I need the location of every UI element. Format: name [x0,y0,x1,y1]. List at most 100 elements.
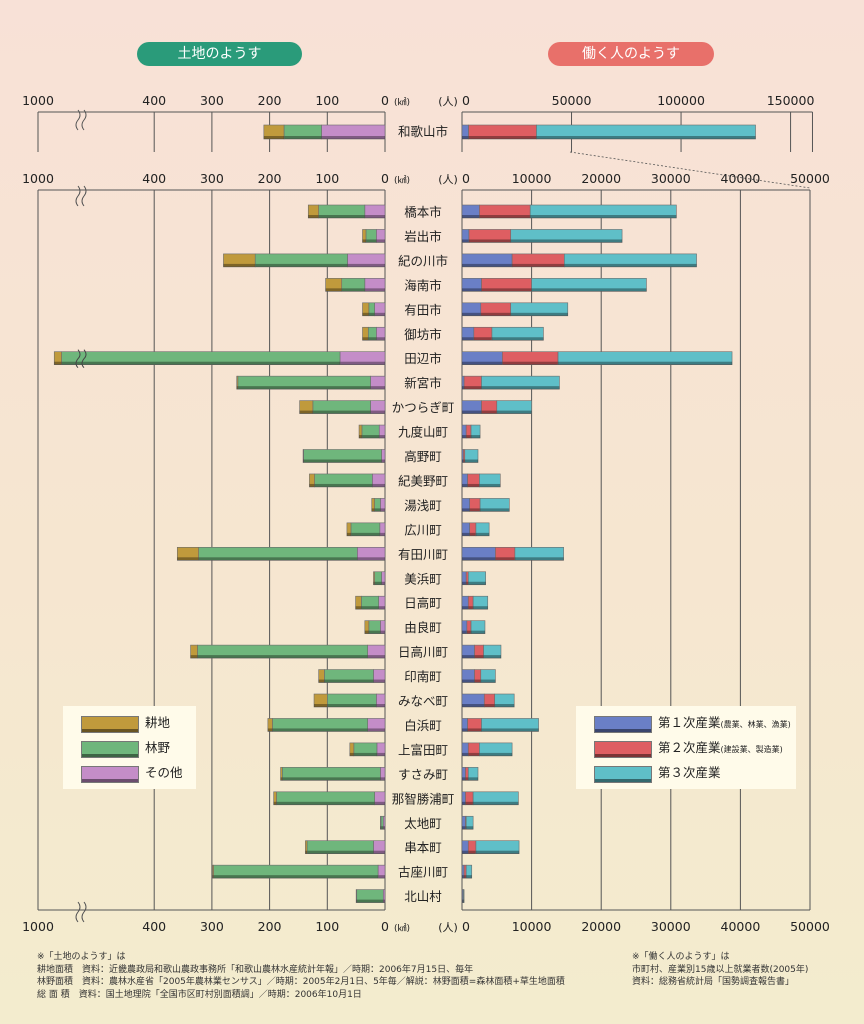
worker-bar-shadow [462,508,470,512]
worker-bar-segment [470,424,481,439]
tick-label: 300 [200,171,224,186]
legend-swatch-forest [81,741,139,758]
tick-label: 100 [315,93,339,108]
worker-bar-shadow [462,655,475,659]
worker-bar-segment [529,204,677,219]
worker-bar-shadow [462,850,469,854]
note-line: ※「働く人のようす」は [632,952,730,962]
worker-bar-shadow [475,850,520,854]
worker-bar-shadow [479,483,501,487]
category-label: 高野町 [404,449,442,464]
worker-bar-shadow [462,459,464,463]
category-label: 田辺市 [404,351,442,366]
land-bar-shadow [376,337,385,341]
worker-bar-segment [481,718,539,732]
category-label: 湯浅町 [404,498,442,513]
tick-label: 100000 [657,93,705,108]
land-bar-shadow [364,215,385,218]
land-bar-shadow [361,435,380,439]
land-bar-shadow [61,361,340,365]
worker-bar-shadow [462,581,467,585]
worker-bar-segment [470,620,486,634]
worker-bar-shadow [462,361,503,365]
land-bar-segment [302,449,304,463]
land-bar-shadow [362,312,369,316]
tick-label: 1000 [22,919,54,934]
tick-label: 50000 [790,171,830,186]
worker-bar-shadow [564,263,697,267]
land-bar-shadow [236,386,238,390]
land-bar-shadow [367,728,385,732]
land-bar-segment [362,326,369,341]
land-bar-shadow [374,312,385,316]
axis-break-mark [75,109,87,131]
land-bar-shadow [356,899,357,903]
land-bar-shadow [365,239,377,243]
category-label: 日高町 [404,596,442,611]
land-bar-shadow [325,288,342,292]
worker-bar-shadow [481,728,539,732]
worker-bar-shadow [462,801,466,805]
land-bar-shadow [383,826,385,830]
worker-bar-shadow [484,704,495,707]
tick-label: 0 [381,171,389,186]
land-bar-shadow [280,777,283,781]
land-bar-segment [349,742,355,757]
category-label: すさみ町 [398,767,448,782]
tick-label: (㎢) [394,923,410,934]
legend-label-forest: 林野 [145,740,171,755]
worker-bar-shadow [512,263,565,267]
category-label: 由良町 [404,620,442,635]
tick-label: 200 [258,93,282,108]
worker-bar-shadow [468,606,474,610]
land-bar-segment [362,302,370,317]
land-bar-segment [223,253,256,268]
land-bar-shadow [309,483,315,487]
land-bar-shadow [341,288,365,292]
worker-bar-shadow [467,483,480,487]
worker-bar-segment [491,326,544,341]
worker-bar-shadow [468,752,480,756]
land-bar-shadow [318,679,325,683]
category-label: 新宮市 [404,376,442,391]
worker-bar-segment [465,864,473,879]
legend-label-tertiary: 第３次産業 [658,765,721,780]
worker-bar-shadow [464,875,467,879]
worker-bar-shadow [469,508,481,512]
legend-label-primary: 第１次産業(農業、林業、漁業) [658,715,791,730]
tick-label: 400 [142,171,166,186]
land-bar-segment [346,522,352,537]
category-label: 海南市 [404,278,442,293]
land-bar-shadow [314,483,373,487]
worker-bar-shadow [462,630,467,634]
worker-bar-segment [463,889,465,903]
tick-label: 0 [462,171,470,186]
land-bar-shadow [361,606,379,610]
tick-label: 0 [381,919,389,934]
land-bar-shadow [353,752,377,756]
worker-bar-segment [536,124,756,140]
land-bar-shadow [324,679,374,683]
worker-bar-segment [481,375,560,390]
worker-bar-shadow [466,581,469,585]
tick-label: 30000 [651,171,691,186]
worker-bar-shadow [466,826,474,830]
land-bar-shadow [303,459,304,463]
bar-break-mark [75,349,87,369]
land-bar-shadow [370,410,385,414]
land-bar-shadow [190,655,198,659]
worker-bar-segment [483,644,502,659]
land-bar-shadow [347,263,385,267]
land-bar-segment [313,693,328,708]
worker-bar-shadow [462,337,474,341]
worker-bar-shadow [462,288,482,292]
tick-label: 100 [315,919,339,934]
land-bar-shadow [373,850,385,854]
land-bar-shadow [380,630,385,634]
land-bar-shadow [299,410,313,414]
category-label: 北山村 [404,889,442,904]
legend-swatch-farmland [81,716,139,733]
worker-bar-shadow [530,215,677,218]
worker-bar-shadow [514,557,564,561]
